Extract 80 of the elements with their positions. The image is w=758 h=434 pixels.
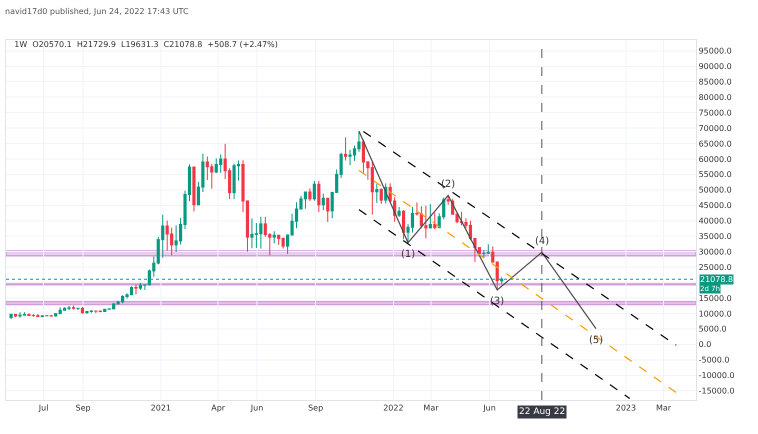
candlestick — [138, 282, 142, 290]
candlestick — [232, 163, 236, 200]
candlestick — [486, 244, 490, 255]
x-tick-label: 2021 — [150, 404, 171, 413]
annotation: (2) — [441, 179, 456, 190]
x-tick-label: Apr — [211, 404, 226, 413]
y-tick-label: 55000.0 — [698, 170, 732, 180]
candlestick — [130, 286, 134, 296]
candlestick — [428, 204, 432, 229]
x-tick-label: Jun — [482, 404, 496, 413]
x-tick-label: 2022 — [383, 404, 404, 413]
y-tick-label: 80000.0 — [698, 92, 732, 102]
candlestick — [90, 310, 93, 314]
y-tick-label: 95000.0 — [698, 46, 732, 56]
candlestick — [322, 193, 325, 211]
x-tick-label: Mar — [656, 404, 672, 413]
y-tick-label: 40000.0 — [698, 216, 732, 226]
annotation: (1) — [401, 249, 416, 260]
annotation: (4) — [535, 236, 550, 247]
y-tick-label: 75000.0 — [698, 108, 732, 118]
candlestick — [375, 184, 378, 204]
candlestick — [380, 188, 383, 204]
candlestick — [402, 209, 406, 240]
y-tick-label: 0.0 — [698, 340, 712, 350]
candlestick — [433, 212, 436, 230]
y-tick-label: 5000.0 — [698, 324, 727, 334]
x-tick-label: Sep — [76, 404, 91, 413]
y-tick-label: 45000.0 — [698, 201, 732, 210]
x-tick-label: 2023 — [616, 404, 636, 413]
y-tick-label: 35000.0 — [698, 232, 732, 242]
y-tick-label: 10000.0 — [698, 309, 732, 318]
text: navid17d0 published, Jun 24, 2022 17:43 UTC — [5, 7, 189, 16]
y-tick-label: 50000.0 — [698, 186, 732, 195]
candlestick — [424, 205, 428, 239]
y-tick-label: -5000.0 — [698, 356, 730, 365]
candlestick — [317, 180, 320, 213]
y-tick-label: 70000.0 — [698, 124, 732, 133]
candlestick — [18, 312, 22, 318]
annotation: (3) — [490, 296, 504, 307]
chart-title: 1W O20570.1 H21729.9 L19631.3 C21078.8 +508.7 (+2.47%) — [14, 40, 278, 49]
y-tick-label: 65000.0 — [698, 139, 732, 148]
ref-line-label: 22 Aug 22 — [519, 407, 566, 417]
candlestick — [22, 312, 26, 316]
candlestick — [134, 284, 138, 295]
candlestick — [344, 136, 348, 162]
x-tick-label: Jun — [250, 404, 264, 413]
candlestick — [67, 305, 71, 311]
candlestick — [308, 188, 312, 202]
x-tick-label: Mar — [423, 404, 440, 413]
candlestick — [192, 166, 196, 212]
candlestick — [312, 180, 316, 202]
candlestick — [304, 191, 308, 210]
candlestick — [250, 218, 254, 249]
candlestick — [272, 230, 276, 244]
ref-line-label: 21078.8 — [700, 275, 734, 284]
candlestick — [348, 149, 352, 166]
candlestick — [326, 198, 330, 223]
candlestick — [50, 314, 53, 318]
candlestick — [36, 314, 40, 318]
candlestick — [398, 206, 401, 218]
x-tick-label: Jul — [38, 404, 48, 413]
candlestick — [76, 307, 80, 311]
y-tick-label: 30000.0 — [698, 247, 732, 256]
annotation: (5) — [589, 335, 604, 346]
x-tick-label: Sep — [308, 404, 324, 413]
candlestick — [80, 306, 84, 314]
y-tick-label: -10000.0 — [698, 371, 735, 380]
y-tick-label: 25000.0 — [698, 262, 732, 272]
candlestick — [85, 310, 89, 314]
y-tick-label: 85000.0 — [698, 78, 732, 87]
candlestick — [72, 305, 76, 310]
candlestick — [370, 162, 374, 216]
candlestick — [460, 211, 464, 226]
y-tick-label: 15000.0 — [698, 294, 732, 303]
candlestick — [259, 216, 262, 250]
candlestick — [277, 234, 280, 246]
y-tick-label: -15000.0 — [698, 386, 735, 396]
y-tick-label: 90000.0 — [698, 62, 732, 72]
candlestick — [10, 313, 13, 320]
y-tick-label: 60000.0 — [698, 154, 732, 164]
